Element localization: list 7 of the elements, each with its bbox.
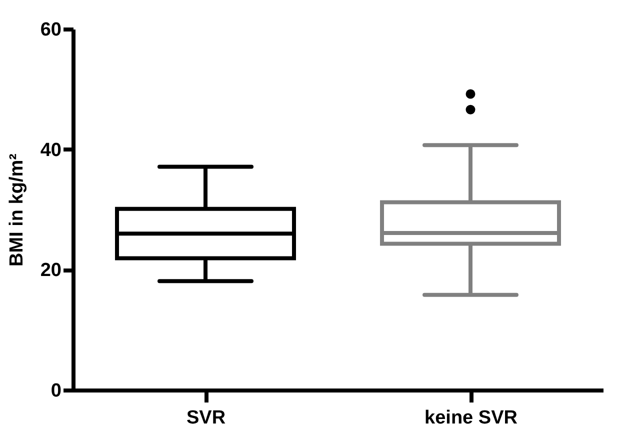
y-tick-label: 40 (40, 140, 62, 161)
y-tick-label: 60 (40, 20, 62, 40)
y-tick-label: 0 (50, 380, 62, 402)
x-tick-label: SVR (186, 408, 226, 428)
y-tick-label: 20 (40, 260, 62, 282)
y-axis-title: BMI in kg/m² (6, 154, 28, 266)
x-tick-label: keine SVR (424, 408, 518, 428)
